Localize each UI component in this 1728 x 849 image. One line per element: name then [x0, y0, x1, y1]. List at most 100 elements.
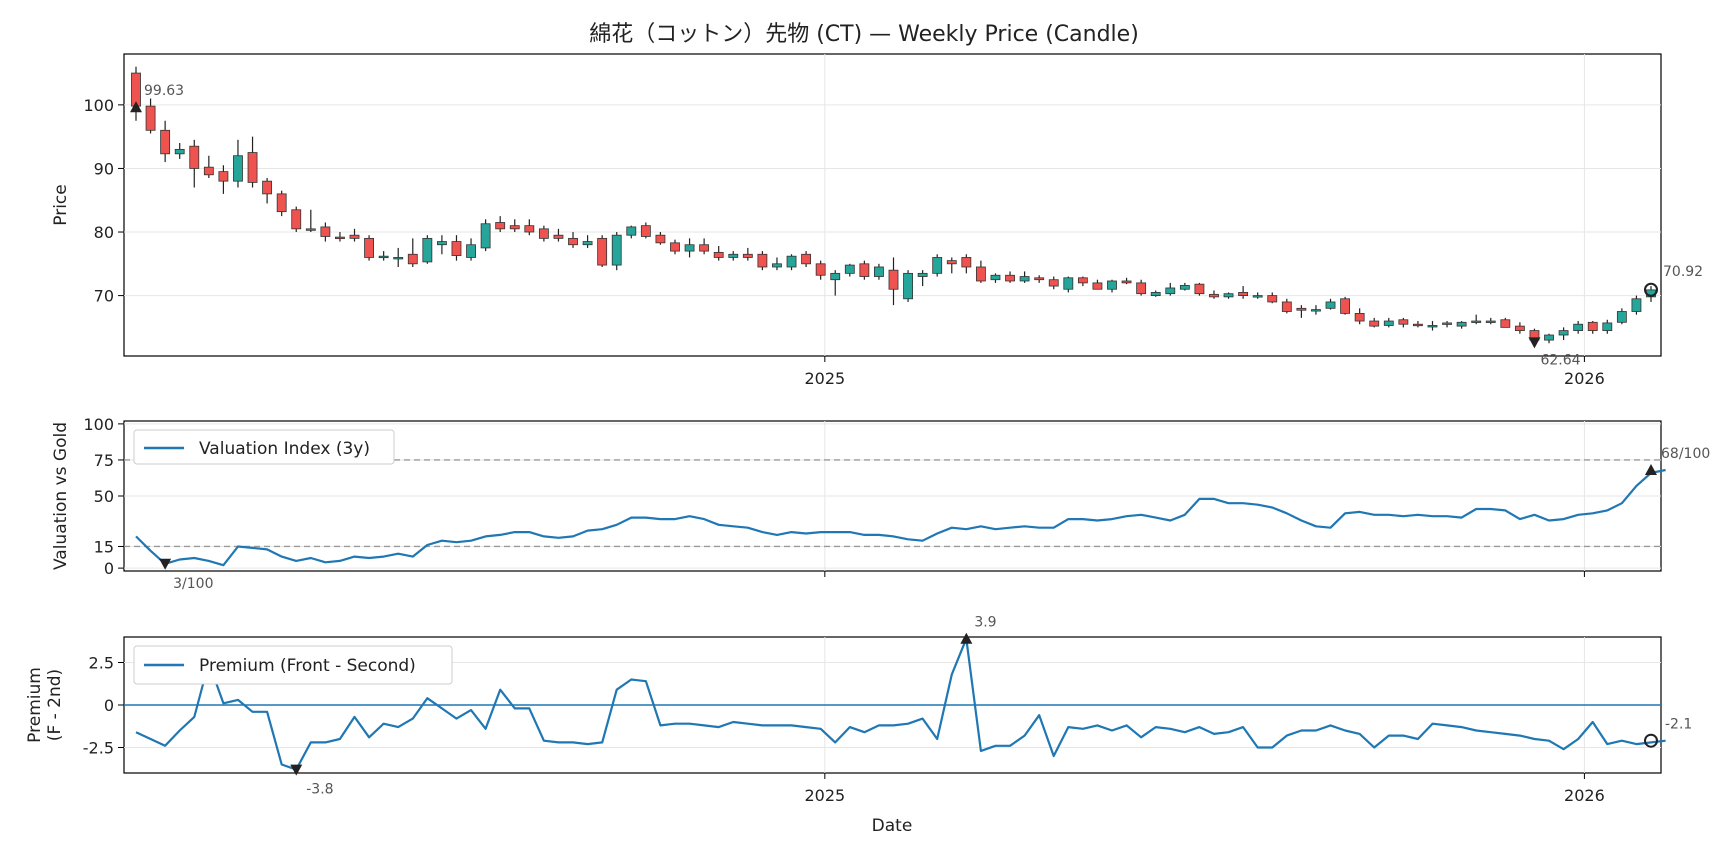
candle-body [670, 242, 680, 252]
candle-body [597, 237, 608, 266]
premium-xlabel: Date [872, 816, 913, 836]
candle-body [713, 251, 724, 258]
candle-body [480, 223, 491, 249]
candle-body [611, 234, 622, 266]
candle-body [1296, 307, 1307, 311]
candle-body [1034, 277, 1045, 281]
candle-body [1019, 276, 1030, 282]
candle-body [1311, 309, 1321, 312]
candle-body [1383, 320, 1394, 326]
premium-legend: Premium (Front - Second) [133, 645, 453, 685]
candle-body [801, 253, 812, 265]
candle-body [407, 253, 418, 265]
candle-body [378, 255, 389, 259]
candle-body [524, 225, 535, 233]
candle-body [276, 193, 287, 213]
annotation-marker [1644, 733, 1658, 748]
candle-body [553, 234, 564, 239]
annotation-marker [1645, 464, 1657, 476]
candle-body [1077, 277, 1088, 284]
candle-body [349, 234, 360, 239]
candle-body [1369, 320, 1380, 327]
candle-body [1048, 279, 1059, 287]
annotation-marker [960, 632, 973, 644]
candle-body [1136, 282, 1147, 295]
candle-body [830, 272, 841, 281]
candle-body [975, 266, 986, 282]
candle-body [1616, 311, 1627, 323]
candle-body [568, 237, 578, 246]
candle-body [1194, 283, 1205, 295]
candle-body [626, 226, 637, 236]
ytick-label: 100 [83, 415, 114, 434]
candle-body [1223, 293, 1234, 298]
annotation-marker [290, 764, 303, 776]
ytick-label: 100 [83, 96, 114, 115]
annotation-marker [1528, 337, 1541, 349]
series-line [135, 637, 1666, 771]
candle-body [1209, 293, 1219, 298]
candle-body [1005, 274, 1015, 282]
candle-body [451, 241, 462, 256]
candle-body [742, 253, 753, 258]
price-panel: 99.63 62.64 70.92 70 80 90 100 2025 2026 Price [51, 53, 1703, 388]
valuation-legend-label: Valuation Index (3y) [199, 439, 370, 459]
annotation-label: 3.9 [974, 615, 996, 631]
xtick-label: 2025 [804, 786, 845, 805]
ytick-label: 15 [94, 537, 114, 556]
candle-body [1107, 280, 1117, 290]
valuation-legend: Valuation Index (3y) [133, 429, 395, 465]
annotation-marker [159, 558, 172, 570]
candle-body [1456, 321, 1467, 327]
candle-body [859, 263, 870, 277]
candle-body [874, 266, 884, 277]
candle-body [1092, 282, 1103, 290]
candle-body [1471, 320, 1482, 323]
candle-body [684, 244, 695, 252]
candle-body [203, 166, 214, 176]
candle-body [1325, 301, 1336, 309]
candle-body [247, 152, 258, 183]
xtick-label: 2025 [804, 369, 845, 388]
annotation-label: -3.8 [306, 782, 333, 798]
candle-body [233, 155, 243, 182]
candle-body [495, 222, 506, 230]
candle-body [1442, 322, 1452, 325]
valuation-ylabel: Valuation vs Gold [51, 422, 71, 570]
candle-body [786, 255, 797, 268]
candle-body [772, 263, 782, 268]
annotation-label: -2.1 [1665, 717, 1692, 733]
candle-body [466, 244, 476, 258]
candle-body [1252, 295, 1263, 298]
annotation-label: 68/100 [1661, 446, 1710, 462]
candle-body [903, 272, 913, 300]
candle-body [1063, 277, 1074, 290]
premium-ylabel-line1: Premium [25, 667, 45, 743]
candle-body [1587, 321, 1598, 331]
annotation-marker [1644, 282, 1658, 297]
candle-body [582, 241, 593, 246]
candle-body [364, 237, 374, 258]
candle-body [1602, 322, 1613, 331]
candle-body [189, 145, 200, 169]
candle-body [1631, 298, 1642, 312]
chart-title: 綿花（コットン）先物 (CT) — Weekly Price (Candle) [589, 22, 1139, 47]
ytick-label: 70 [94, 287, 114, 306]
ytick-label: 90 [94, 159, 114, 178]
candle-body [1427, 325, 1438, 328]
candle-body [946, 260, 957, 265]
ytick-label: 0 [104, 559, 114, 578]
candle-body [699, 244, 710, 252]
candle-body [1354, 313, 1365, 322]
candle-body [1544, 334, 1554, 341]
candle-body [1267, 295, 1278, 303]
candle-body [655, 234, 666, 244]
candle-body [1514, 325, 1525, 331]
candle-body [1340, 298, 1351, 314]
ytick-label: 50 [94, 487, 114, 506]
ytick-label: -2.5 [83, 739, 114, 758]
candle-body [305, 228, 316, 231]
candle-body [145, 105, 156, 131]
ytick-label: 75 [94, 451, 114, 470]
